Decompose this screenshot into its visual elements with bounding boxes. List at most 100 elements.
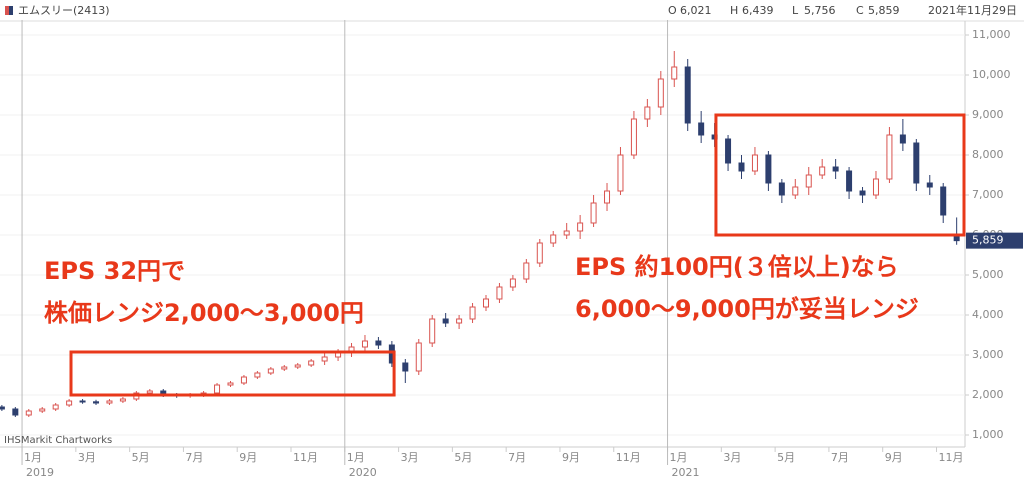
candle-body [0,406,5,410]
candle-body [523,262,530,280]
candle-body [214,384,221,394]
candle-body [93,401,100,404]
x-tick-label: 1月 [347,451,365,464]
candle-body [429,318,436,344]
quote-value: 5,859 [868,4,900,17]
annotation: EPS 32円で [44,257,185,285]
x-tick-label: 3月 [78,451,96,464]
year-label: 2020 [349,466,377,479]
candle-body [361,340,368,348]
x-tick-label: 9月 [562,451,580,464]
candle-body [765,154,772,184]
candle-body [792,186,799,196]
candle-body [563,230,570,236]
candle-body [725,138,732,164]
candle-body [66,400,73,406]
highlight-box [69,350,396,397]
candle-body [604,190,611,204]
candle-body [281,366,288,370]
candle-body [657,78,664,108]
x-tick-label: 11月 [616,451,641,464]
quote-value: 5,756 [804,4,836,17]
candle-body [469,306,476,320]
x-tick-label: 11月 [293,451,318,464]
candle-body [684,66,691,124]
date: 2021年11月29日 [928,3,1017,17]
annotation: 株価レンジ2,000～3,000円 [44,299,364,327]
y-tick-label: 2,000 [972,388,1004,401]
candle-body [644,106,651,120]
candle-body [630,118,637,156]
candle-body [267,368,274,374]
x-tick-label: 5月 [132,451,150,464]
y-tick-label: 7,000 [972,188,1004,201]
y-tick-label: 11,000 [972,28,1011,41]
candle-body [590,202,597,224]
candle-body [778,182,785,196]
candle-body [335,352,342,358]
x-tick-label: 1月 [670,451,688,464]
candle-body [536,242,543,264]
candle-body [496,286,503,300]
candle-body [550,234,557,244]
x-tick-label: 7月 [831,451,849,464]
candle-body [146,390,153,394]
candle-body [321,356,328,362]
candle-body [671,66,678,80]
candle-body [52,404,59,410]
candle-body [106,400,113,404]
icon [5,6,9,15]
candle-body [509,278,516,288]
x-tick-label: 3月 [401,451,419,464]
candle-body [886,134,893,180]
x-tick-label: 7月 [508,451,526,464]
y-tick-label: 4,000 [972,308,1004,321]
watermark: IHSMarkit Chartworks [4,435,112,446]
candle-body [872,178,879,196]
last-price-label: 5,859 [972,234,1004,247]
candle-body [846,170,853,192]
x-tick-label: 5月 [777,451,795,464]
candle-body [832,166,839,172]
candle-body [254,372,261,378]
candle-body [926,182,933,188]
quote-label: H [730,4,738,17]
candle-body [819,166,826,176]
highlight-box [714,113,966,237]
candle-body [940,186,947,216]
candle-body [751,154,758,172]
candle-body [805,174,812,188]
candle-body [913,142,920,184]
y-tick-label: 1,000 [972,428,1004,441]
year-label: 2021 [672,466,700,479]
x-tick-label: 9月 [239,451,257,464]
x-tick-label: 7月 [185,451,203,464]
candle-body [899,134,906,144]
candle-body [119,398,126,402]
candle-body [402,362,409,372]
x-tick-label: 1月 [24,451,42,464]
y-tick-label: 8,000 [972,148,1004,161]
quote-value: 6,021 [680,4,712,17]
candle-body [442,318,449,324]
candle-body [240,376,247,384]
candle-body [577,222,584,232]
candle-body [25,410,32,416]
candle-body [39,408,46,412]
annotation: 6,000～9,000円が妥当レンジ [575,295,919,323]
candle-body [308,360,315,366]
y-tick-label: 3,000 [972,348,1004,361]
last-price-tag [966,232,1023,249]
annotation: EPS 約100円(３倍以上)なら [575,253,899,281]
candle-body [617,154,624,192]
x-tick-label: 5月 [454,451,472,464]
candle-body [456,318,463,324]
quote-label: L [792,4,799,17]
candle-body [698,122,705,136]
candle-body [12,408,19,416]
quote-label: O [668,4,677,17]
x-tick-label: 11月 [938,451,963,464]
stock-name: エムスリー(2413) [18,4,110,17]
